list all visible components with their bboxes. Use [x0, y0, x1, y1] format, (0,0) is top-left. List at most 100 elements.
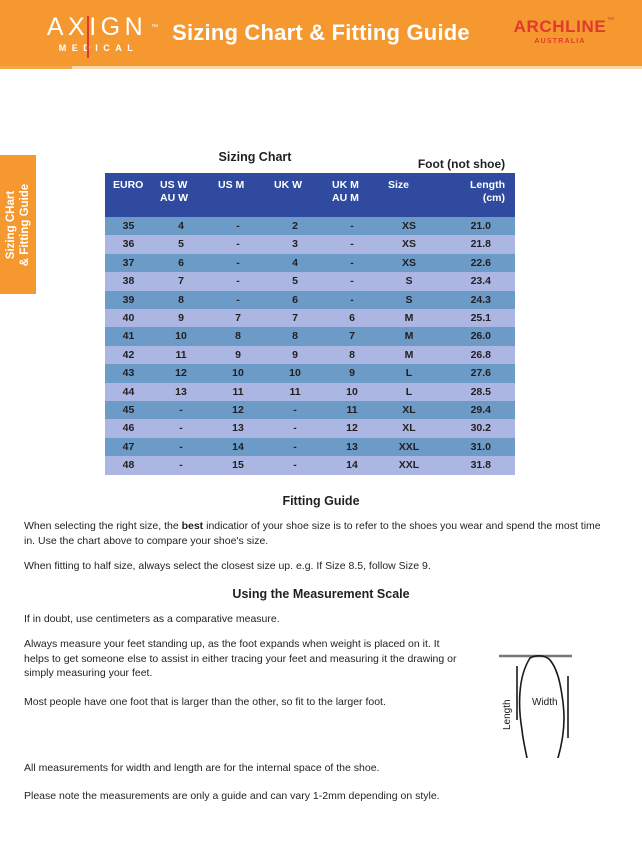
table-row: 48-15-14 XXL 31.8: [105, 456, 515, 475]
col-header-us-m: US M: [210, 173, 266, 217]
cell-uk-m: -: [324, 217, 380, 236]
cell-uk-w: 10: [266, 364, 324, 383]
cell-us-m: -: [210, 272, 266, 291]
side-tab-label-line2: & Fitting Guide: [19, 183, 31, 266]
width-label: Width: [532, 697, 558, 708]
side-tab-sizing-chart[interactable]: Sizing CHart & Fitting Guide: [0, 155, 36, 294]
foot-measurement-diagram: Width Length: [494, 648, 634, 759]
fitting-guide-p1-text-before: When selecting the right size, the: [24, 520, 182, 532]
cell-uk-w: 3: [266, 235, 324, 254]
cell-us-m: -: [210, 253, 266, 273]
measurement-paragraph-3: Most people have one foot that is larger…: [24, 696, 386, 708]
cell-us-w: -: [152, 456, 210, 475]
archline-australia-logo: ™ ARCHLINE AUSTRALIA: [508, 17, 614, 51]
fitting-guide-paragraph-2: When fitting to half size, always select…: [24, 560, 431, 572]
cell-us-m: -: [210, 235, 266, 254]
cell-euro: 37: [105, 253, 152, 273]
cell-us-m: 13: [210, 419, 266, 438]
cell-uk-w: 9: [266, 345, 324, 365]
cell-uk-w: 11: [266, 382, 324, 402]
cell-us-m: -: [210, 290, 266, 310]
cell-us-m: -: [210, 217, 266, 236]
col-header-uk-m-line2: AU M: [332, 191, 359, 204]
foot-not-shoe-label: Foot (not shoe): [417, 157, 506, 171]
cell-euro: 41: [105, 327, 152, 346]
foot-outline-path: [518, 655, 565, 759]
measurement-paragraph-5: Please note the measurements are only a …: [24, 790, 440, 802]
cell-us-m: 10: [210, 364, 266, 383]
page-header: [0, 0, 642, 66]
table-row: 47-14-13 XXL 31.0: [105, 437, 515, 457]
cell-size: M: [380, 345, 438, 365]
archline-logo-subtitle: AUSTRALIA: [534, 38, 586, 45]
table-row: 38 7-5- S 23.4: [105, 272, 515, 291]
cell-uk-m: 10: [324, 382, 380, 402]
measurement-scale-heading: Using the Measurement Scale: [232, 587, 410, 601]
cell-us-w: 12: [152, 364, 210, 383]
col-header-us-w-line1: US W: [160, 179, 188, 191]
cell-euro: 39: [105, 290, 152, 310]
col-header-uk-w: UK W: [266, 173, 324, 217]
sizing-chart-title: Sizing Chart: [218, 150, 292, 164]
cell-us-m: 7: [210, 309, 266, 328]
fitting-guide-p1-bold: best: [181, 520, 204, 532]
cell-size: L: [380, 382, 438, 402]
header-divider-accent: [0, 66, 72, 69]
cell-uk-w: -: [266, 437, 324, 457]
col-header-us-m-line1: US M: [218, 179, 245, 191]
cell-us-w: 5: [152, 235, 210, 254]
cell-uk-w: 2: [266, 217, 324, 236]
foot-outline-icon: Width Length: [499, 654, 572, 759]
col-header-us-w-line2: AU W: [160, 191, 188, 204]
col-header-size-line1: Size: [388, 179, 410, 191]
cell-size: XL: [380, 419, 438, 438]
cell-uk-w: 5: [266, 272, 324, 291]
col-header-uk-m-line1: UK M: [332, 179, 359, 191]
col-header-us-w: US W AU W: [152, 173, 210, 217]
table-header-row: EURO US W AU W US M UK W UK M AU M Size: [105, 173, 515, 217]
measurement-paragraph-4: All measurements for width and length ar…: [24, 762, 380, 774]
cell-us-w: 13: [152, 382, 210, 402]
cell-length: 28.5: [438, 382, 515, 402]
cell-euro: 36: [105, 235, 152, 254]
col-header-euro-line1: EURO: [113, 179, 144, 191]
cell-uk-w: -: [266, 419, 324, 438]
cell-uk-m: 14: [324, 456, 380, 475]
cell-euro: 38: [105, 272, 152, 291]
length-label: Length: [502, 699, 513, 730]
cell-us-w: 7: [152, 272, 210, 291]
measurement-paragraph-2: Always measure your feet standing up, as…: [24, 638, 457, 679]
cell-size: XS: [380, 235, 438, 254]
table-row: 41 10 8 8 7 M 26.0: [105, 327, 515, 346]
cell-uk-w: 7: [266, 309, 324, 328]
axign-medical-logo: AXIGN ™ MEDICAL: [32, 14, 160, 58]
archline-trademark-icon: ™: [607, 17, 614, 24]
cell-us-w: 10: [152, 327, 210, 346]
cell-uk-w: -: [266, 401, 324, 420]
col-header-length: Length (cm): [438, 173, 515, 217]
cell-size: XS: [380, 253, 438, 273]
cell-us-m: 14: [210, 437, 266, 457]
col-header-length-line2: (cm): [482, 191, 505, 204]
cell-us-m: 8: [210, 327, 266, 346]
cell-euro: 40: [105, 309, 152, 328]
cell-length: 25.1: [438, 309, 515, 328]
col-header-uk-m: UK M AU M: [324, 173, 380, 217]
cell-euro: 44: [105, 382, 152, 402]
table-row: 36 5-3- XS 21.8: [105, 235, 515, 254]
cell-us-w: -: [152, 419, 210, 438]
page-title: Sizing Chart & Fitting Guide: [172, 20, 470, 45]
fitting-guide-paragraph-1: When selecting the right size, the best …: [24, 519, 602, 548]
fitting-guide-heading: Fitting Guide: [282, 494, 360, 508]
measurement-paragraph-1: If in doubt, use centimeters as a compar…: [24, 613, 280, 625]
cell-us-m: 15: [210, 456, 266, 475]
cell-euro: 35: [105, 217, 152, 236]
cell-size: L: [380, 364, 438, 383]
cell-uk-w: 4: [266, 253, 324, 273]
cell-us-w: 4: [152, 217, 210, 236]
cell-length: 21.0: [438, 217, 515, 236]
table-row: 43 12 10 10 9 L 27.6: [105, 364, 515, 383]
archline-logo-word: ARCHLINE: [513, 17, 607, 36]
table-row: 42 11 9 9 8 M 26.8: [105, 345, 515, 365]
cell-size: XXL: [380, 437, 438, 457]
